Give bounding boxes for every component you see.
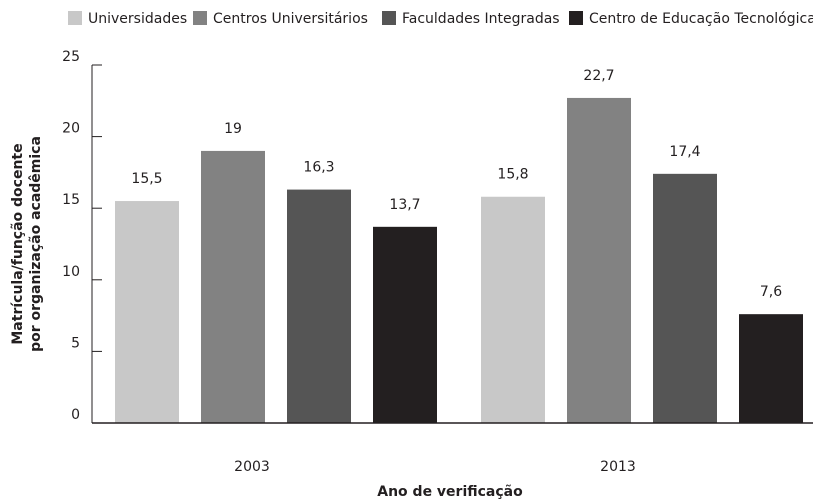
data-label: 22,7 — [583, 68, 614, 84]
legend-swatch — [68, 11, 82, 25]
y-tick-label: 5 — [71, 335, 80, 351]
legend-label: Universidades — [88, 11, 187, 27]
bar — [201, 150, 265, 424]
y-tick-label: 15 — [62, 192, 80, 208]
y-tick-label: 25 — [62, 49, 80, 65]
y-axis-title: por organização acadêmica — [28, 136, 44, 352]
data-label: 15,5 — [131, 171, 162, 187]
data-label: 13,7 — [389, 197, 420, 213]
y-tick-label: 20 — [62, 121, 80, 137]
bar — [115, 201, 179, 423]
y-tick-label: 0 — [71, 407, 80, 423]
bar — [373, 226, 437, 423]
x-tick-label: 2003 — [234, 459, 270, 475]
bar — [739, 314, 803, 423]
data-label: 19 — [224, 121, 242, 137]
legend-swatch — [569, 11, 583, 25]
bar — [287, 189, 351, 423]
x-tick-label: 2013 — [600, 459, 636, 475]
bar — [653, 173, 717, 423]
y-tick-label: 10 — [62, 264, 80, 280]
data-label: 15,8 — [497, 167, 528, 183]
bar — [481, 196, 545, 423]
legend-swatch — [382, 11, 396, 25]
legend-swatch — [193, 11, 207, 25]
legend-label: Centro de Educação Tecnológica — [589, 11, 813, 27]
legend-label: Centros Universitários — [213, 11, 368, 27]
data-label: 17,4 — [669, 144, 700, 160]
y-axis-title: Matrícula/função docente — [10, 143, 26, 344]
x-axis-title: Ano de verificação — [377, 484, 523, 500]
data-label: 16,3 — [303, 160, 334, 176]
data-label: 7,6 — [760, 284, 782, 300]
legend-label: Faculdades Integradas — [402, 11, 560, 27]
bar — [567, 97, 631, 423]
